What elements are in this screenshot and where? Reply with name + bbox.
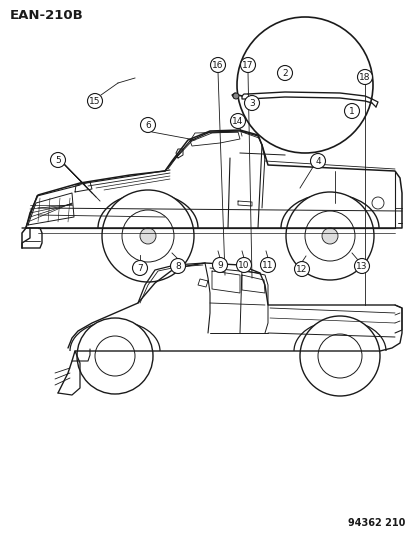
Text: 6: 6	[145, 120, 150, 130]
Circle shape	[294, 262, 309, 277]
Text: 7: 7	[137, 263, 142, 272]
Text: 15: 15	[89, 96, 100, 106]
Circle shape	[344, 103, 358, 118]
Circle shape	[132, 261, 147, 276]
Text: 18: 18	[358, 72, 370, 82]
Circle shape	[277, 66, 292, 80]
Text: 12: 12	[296, 264, 307, 273]
Circle shape	[140, 117, 155, 133]
Circle shape	[357, 69, 372, 85]
Circle shape	[260, 257, 275, 272]
Circle shape	[244, 95, 259, 110]
Text: 3: 3	[249, 99, 254, 108]
Text: 17: 17	[242, 61, 253, 69]
Circle shape	[236, 17, 372, 153]
Text: EAN-210B: EAN-210B	[10, 9, 83, 22]
Circle shape	[210, 58, 225, 72]
Circle shape	[87, 93, 102, 109]
Text: 13: 13	[356, 262, 367, 271]
Text: 14: 14	[232, 117, 243, 125]
Circle shape	[212, 257, 227, 272]
Text: 1: 1	[348, 107, 354, 116]
Circle shape	[321, 228, 337, 244]
Circle shape	[233, 93, 238, 99]
Text: 4: 4	[314, 157, 320, 166]
Text: 9: 9	[216, 261, 222, 270]
Text: 94362 210: 94362 210	[347, 518, 404, 528]
Circle shape	[240, 58, 255, 72]
Circle shape	[102, 190, 194, 282]
Text: 5: 5	[55, 156, 61, 165]
Circle shape	[77, 318, 153, 394]
Text: 11: 11	[261, 261, 273, 270]
Circle shape	[170, 259, 185, 273]
Text: 16: 16	[212, 61, 223, 69]
Circle shape	[140, 228, 156, 244]
Circle shape	[310, 154, 325, 168]
Circle shape	[285, 192, 373, 280]
Circle shape	[236, 257, 251, 272]
Circle shape	[299, 316, 379, 396]
Text: 2: 2	[282, 69, 287, 77]
Circle shape	[230, 114, 245, 128]
Circle shape	[50, 152, 65, 167]
Circle shape	[354, 259, 369, 273]
Text: 10: 10	[237, 261, 249, 270]
Text: 8: 8	[175, 262, 180, 271]
